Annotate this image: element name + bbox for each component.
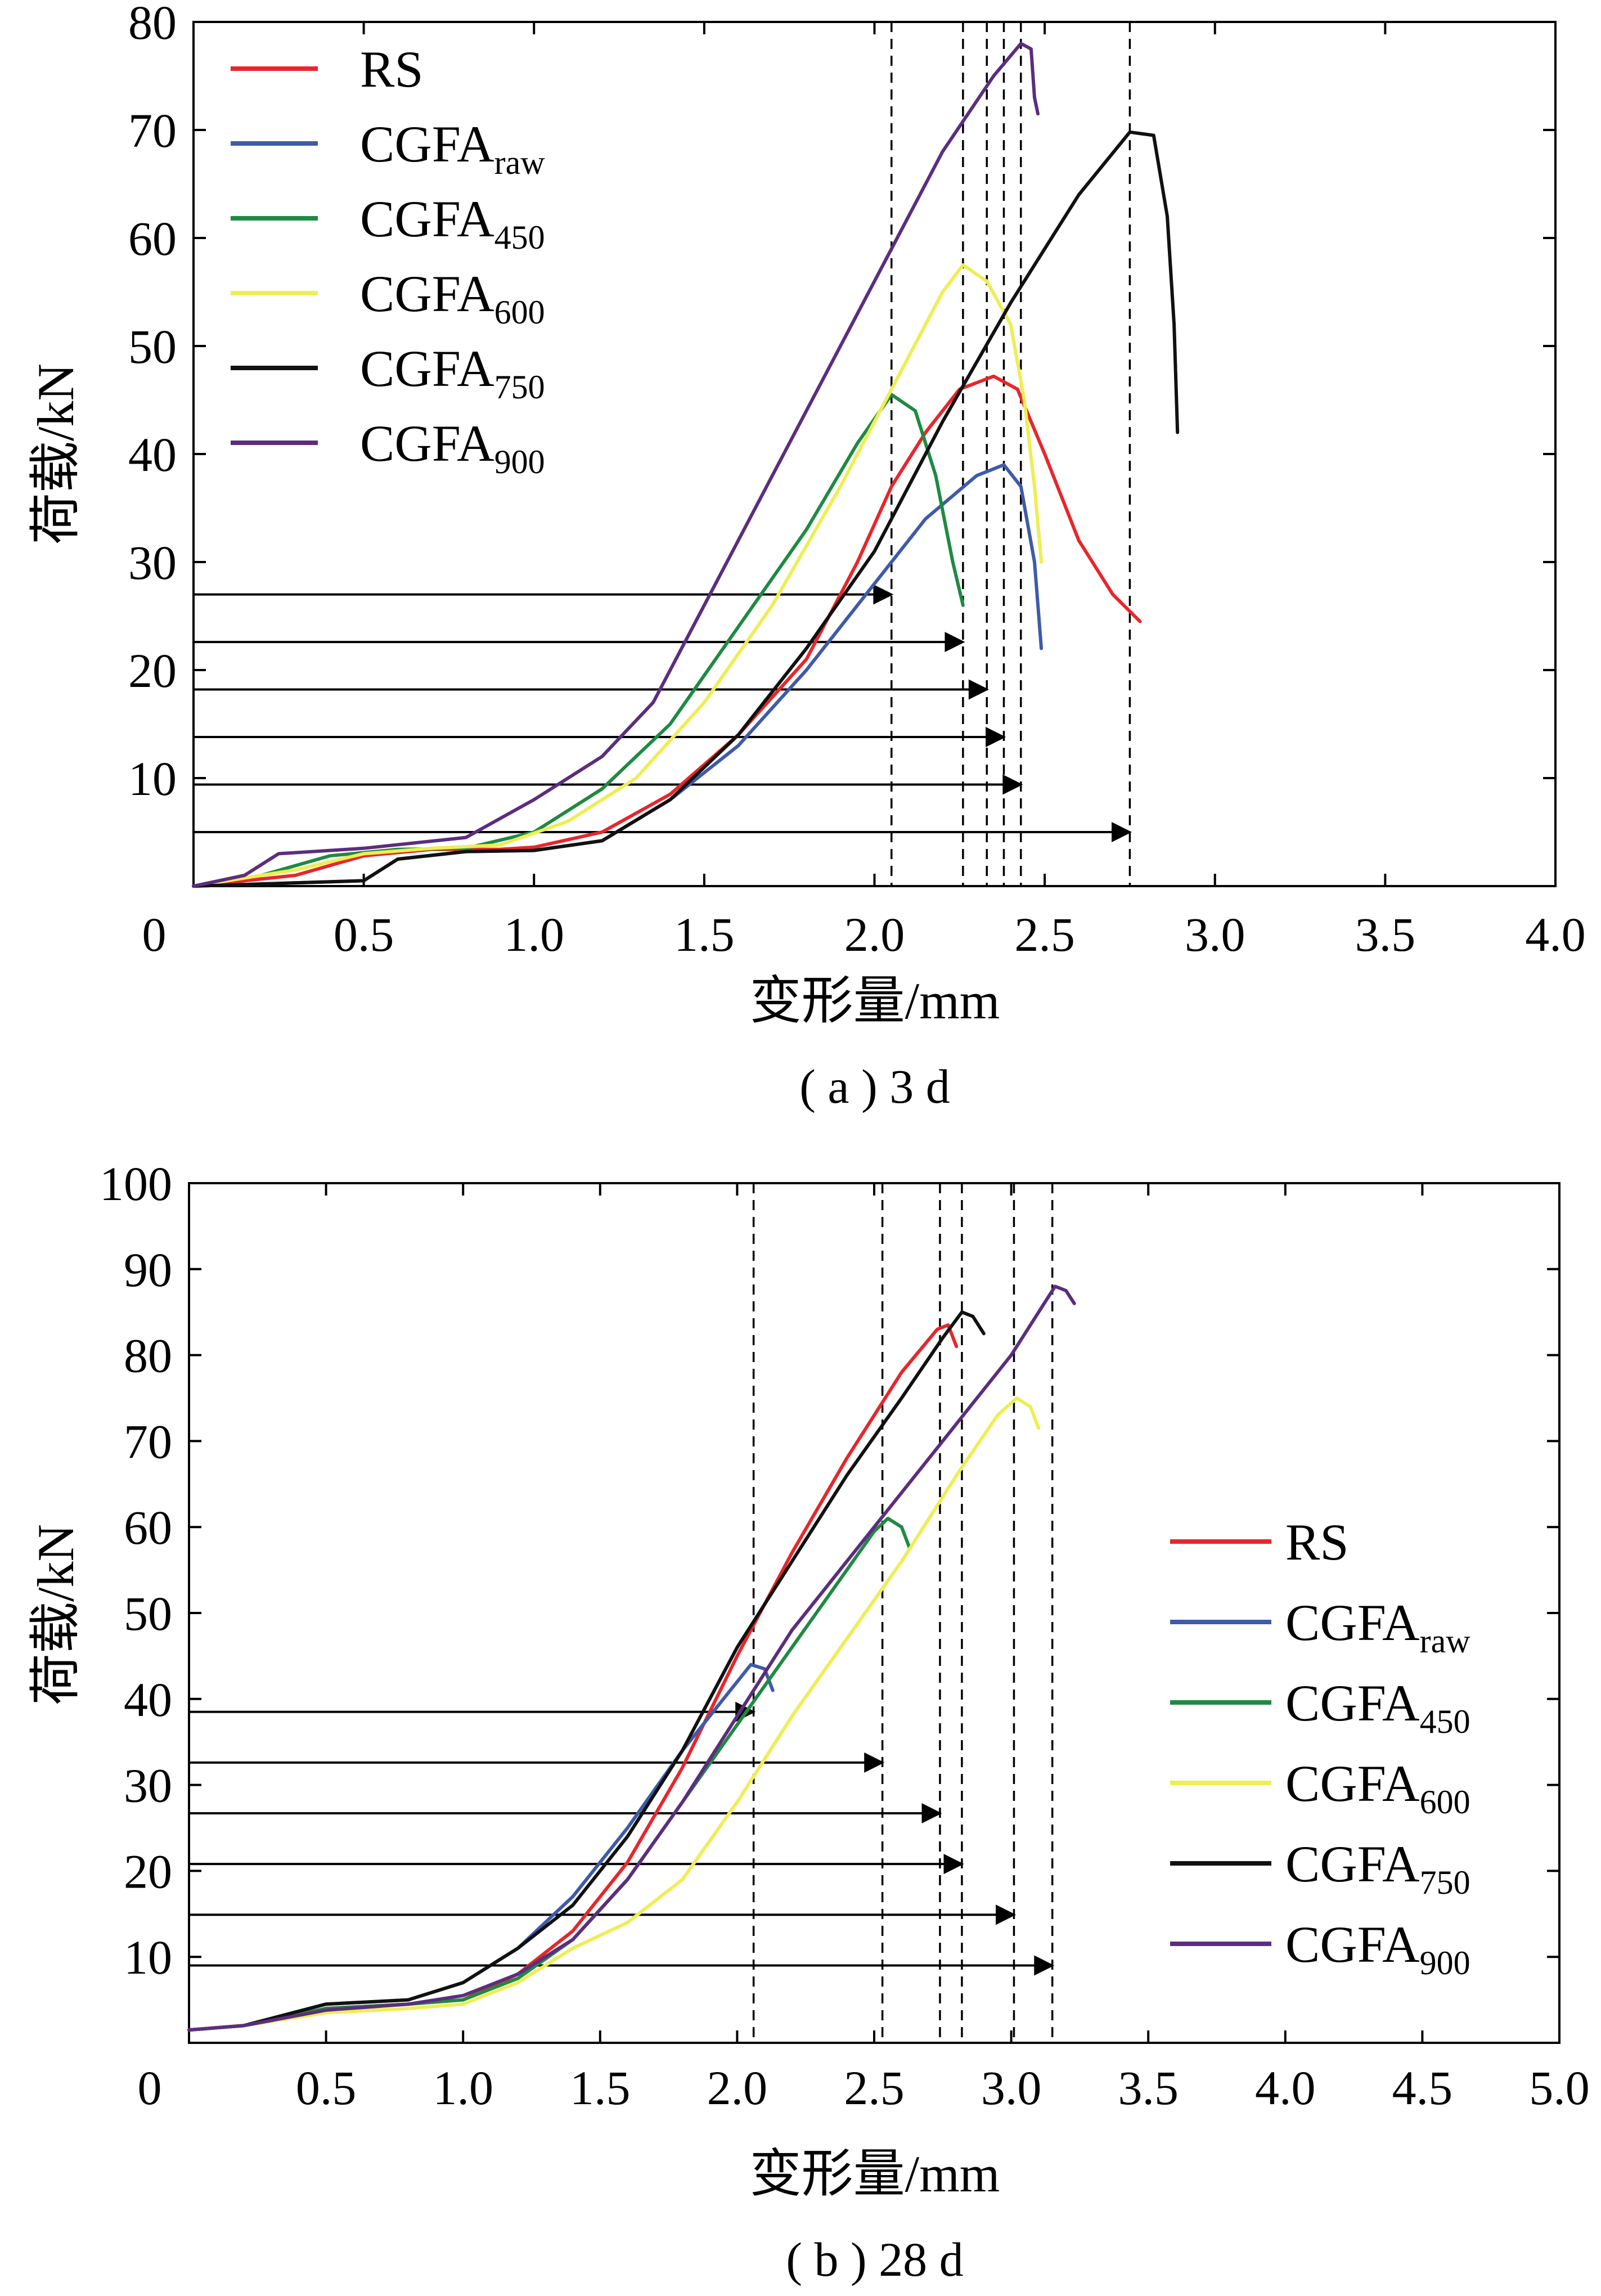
- x-tick-label: 4.0: [1525, 907, 1586, 961]
- y-tick-label: 100: [100, 1157, 172, 1211]
- legend-label-sub: 750: [1420, 1864, 1470, 1901]
- y-tick-label: 60: [128, 212, 177, 266]
- legend-label-main: RS: [1285, 1513, 1349, 1571]
- x-tick-label: 3.5: [1355, 907, 1416, 961]
- legend-label-cgfa900: CGFA900: [1285, 1916, 1470, 1982]
- legend-label-main: CGFA: [360, 415, 494, 472]
- series-line-cgfaraw: [187, 1663, 775, 2032]
- y-tick-label: 40: [124, 1673, 172, 1727]
- x-tick-label: 3.0: [1185, 907, 1245, 961]
- y-tick-label: 50: [124, 1587, 172, 1641]
- y-tick-label: 60: [124, 1500, 172, 1554]
- series-line-cgfa900: [192, 42, 1040, 888]
- legend-label-main: CGFA: [1285, 1755, 1420, 1812]
- x-tick-label: 1.5: [570, 2061, 631, 2115]
- y-tick-label: 80: [124, 1329, 172, 1383]
- legend-label-main: CGFA: [360, 265, 494, 322]
- y-tick-label: 40: [128, 428, 177, 482]
- x-tick-label: 3.5: [1118, 2061, 1179, 2115]
- series-line-cgfa450: [192, 393, 965, 888]
- legend-label-cgfa450: CGFA450: [1285, 1674, 1470, 1740]
- y-tick-label: 30: [124, 1759, 172, 1813]
- series-line-cgfa750: [187, 1310, 986, 2032]
- x-tick-label: 2.0: [844, 907, 905, 961]
- x-tick-label: 2.5: [844, 2061, 905, 2115]
- x-tick-label: 0: [138, 2061, 162, 2115]
- legend-label-main: CGFA: [360, 340, 494, 397]
- chart-a: 0 0.5 1.0 1.5 2.0 2.5 3.0 3.5 4.0 10 20 30 40 50 60 70 8…: [27, 0, 1586, 1113]
- x-tick-label: 3.0: [981, 2061, 1042, 2115]
- chart-caption: ( a ) 3 d: [799, 1059, 950, 1113]
- series-line-cgfa900: [187, 1284, 1076, 2032]
- y-tick-label: 70: [128, 104, 177, 158]
- y-tick-label: 70: [124, 1414, 172, 1468]
- x-tick-label: 0.5: [296, 2061, 357, 2115]
- x-tick-label: 4.0: [1255, 2061, 1316, 2115]
- series-line-cgfa600: [192, 263, 1044, 888]
- y-tick-label: 50: [128, 320, 177, 374]
- y-tick-label: 30: [128, 536, 177, 590]
- x-tick-label: 2.5: [1014, 907, 1075, 961]
- x-tick-label: 4.5: [1392, 2061, 1453, 2115]
- x-axis-title: 变形量/mm: [750, 972, 1000, 1030]
- y-tick-label: 80: [128, 0, 177, 50]
- legend-label-sub: 600: [1420, 1783, 1470, 1821]
- legend-label-main: CGFA: [360, 190, 494, 248]
- x-tick-label: 0.5: [334, 907, 394, 961]
- y-tick-label: 90: [124, 1243, 172, 1297]
- series-line-rs: [192, 374, 1142, 888]
- chart-b: 0 0.5 1.0 1.5 2.0 2.5 3.0 3.5 4.0 4.5 5.0 10 20 30 40 5…: [27, 1157, 1590, 2286]
- legend-label-sub: 900: [494, 443, 545, 480]
- legend-label-cgfa450: CGFA450: [360, 190, 545, 256]
- series-line-rs: [187, 1323, 959, 2032]
- series-line-cgfa600: [187, 1396, 1041, 2032]
- x-tick-label: 5.0: [1529, 2061, 1590, 2115]
- x-tick-label: 0: [142, 907, 167, 961]
- legend-label-main: CGFA: [360, 115, 494, 173]
- legend-label-cgfa600: CGFA600: [360, 265, 545, 331]
- legend-label-sub: 450: [494, 219, 545, 256]
- y-tick-label: 10: [128, 752, 177, 806]
- legend-label-sub: 450: [1420, 1703, 1470, 1740]
- legend-label-main: CGFA: [1285, 1594, 1420, 1651]
- legend-label-sub: raw: [1420, 1623, 1471, 1660]
- legend-label-cgfa750: CGFA750: [360, 340, 545, 406]
- legend-label-main: RS: [360, 41, 424, 98]
- legend-label-main: CGFA: [1285, 1916, 1420, 1973]
- x-axis-title: 变形量/mm: [750, 2145, 1000, 2203]
- legend-label-cgfa750: CGFA750: [1285, 1835, 1470, 1901]
- legend-label-cgfa600: CGFA600: [1285, 1755, 1470, 1821]
- x-tick-label: 2.0: [707, 2061, 768, 2115]
- legend-label-main: CGFA: [1285, 1835, 1420, 1893]
- chart-caption: ( b ) 28 d: [786, 2232, 963, 2286]
- y-axis-title: 荷载/kN: [27, 363, 84, 545]
- y-tick-label: 20: [128, 644, 177, 698]
- legend-label-sub: raw: [494, 144, 546, 181]
- y-tick-label: 20: [124, 1844, 172, 1898]
- series-line-cgfa750: [192, 130, 1180, 888]
- x-tick-label: 1.0: [504, 907, 565, 961]
- legend-label-rs: RS: [1285, 1513, 1349, 1571]
- legend-label-rs: RS: [360, 41, 424, 98]
- y-tick-label: 10: [124, 1930, 172, 1984]
- x-tick-label: 1.0: [433, 2061, 493, 2115]
- legend-label-cgfaraw: CGFAraw: [360, 115, 545, 181]
- legend-label-main: CGFA: [1285, 1674, 1420, 1732]
- legend-label-sub: 600: [494, 294, 545, 331]
- legend-label-sub: 750: [494, 369, 545, 406]
- legend-label-cgfa900: CGFA900: [360, 415, 545, 480]
- legend-label-sub: 900: [1420, 1944, 1470, 1982]
- x-tick-label: 1.5: [674, 907, 735, 961]
- y-axis-title: 荷载/kN: [27, 1524, 84, 1705]
- legend-label-cgfaraw: CGFAraw: [1285, 1594, 1470, 1660]
